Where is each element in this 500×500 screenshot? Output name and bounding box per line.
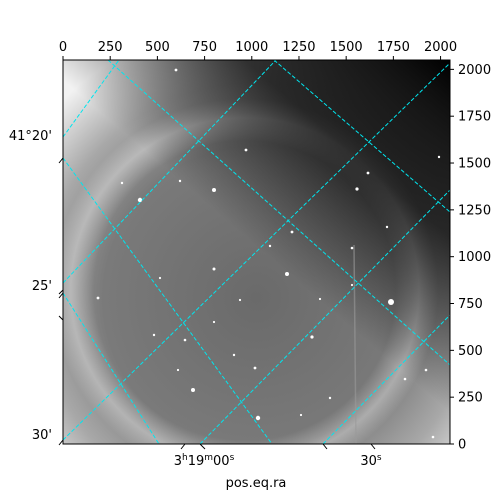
star — [152, 333, 156, 337]
detector-streak — [353, 244, 357, 444]
y-tick-label: 1750 — [458, 110, 491, 125]
star — [212, 320, 216, 324]
ra-value-text: 3 — [174, 454, 182, 469]
ra-value-text: 19 — [188, 454, 205, 469]
grid-line — [107, 60, 450, 366]
x-tick-label: 1750 — [377, 40, 410, 55]
right-pixel-axis: 0 250 500 750 1000 1250 1500 1750 2000 — [450, 63, 491, 453]
dec-tick-label: 41°20' — [9, 129, 52, 144]
ra-value-text: 00 — [213, 454, 230, 469]
x-tick-label: 250 — [98, 40, 123, 55]
star — [238, 298, 242, 302]
star — [183, 338, 187, 342]
grid-line — [322, 314, 450, 444]
star — [212, 188, 216, 192]
star — [178, 179, 182, 183]
y-tick-label: 0 — [458, 438, 466, 453]
star — [328, 396, 332, 400]
x-tick-label: 0 — [59, 40, 67, 55]
grid-line — [63, 60, 277, 284]
star — [191, 388, 195, 392]
grid-line — [273, 60, 450, 213]
x-axis-label: pos.eq.ra — [226, 476, 287, 491]
star — [424, 368, 428, 372]
x-tick-label: 1500 — [330, 40, 363, 55]
y-tick-label: 1500 — [458, 157, 491, 172]
ra-tick-label: 30s — [360, 453, 382, 469]
sky-image — [63, 60, 450, 444]
star — [255, 415, 261, 421]
x-tick-label: 750 — [192, 40, 217, 55]
star — [212, 267, 216, 271]
grid-line — [199, 189, 450, 444]
x-tick-label: 1250 — [282, 40, 315, 55]
y-tick-label: 1000 — [458, 250, 491, 265]
star — [176, 368, 180, 372]
star — [174, 68, 178, 72]
y-tick-label: 250 — [458, 391, 483, 406]
star — [232, 353, 236, 357]
y-tick-label: 500 — [458, 344, 483, 359]
y-tick-label: 2000 — [458, 63, 491, 78]
star-field — [96, 68, 441, 439]
x-tick-label: 1000 — [235, 40, 268, 55]
star — [290, 230, 294, 234]
coordinate-grid — [63, 60, 450, 444]
star — [253, 366, 257, 370]
star — [310, 335, 314, 339]
dec-tick-mark — [58, 289, 64, 295]
star — [431, 435, 435, 439]
plot-frame — [62, 59, 451, 445]
grid-line — [63, 62, 450, 441]
ra-unit-superscript: s — [377, 453, 382, 463]
star — [385, 225, 389, 229]
x-tick-label: 2000 — [424, 40, 457, 55]
ra-tick-mark — [180, 443, 186, 450]
star — [366, 171, 370, 175]
dec-tick-mark — [58, 157, 64, 164]
y-tick-label: 750 — [458, 297, 483, 312]
dec-tick-mark — [58, 439, 64, 446]
star — [137, 197, 143, 203]
ra-tick-mark — [322, 443, 328, 450]
star — [437, 155, 441, 159]
grid-line — [63, 157, 273, 444]
ra-tick-mark — [370, 443, 376, 450]
star — [268, 244, 272, 248]
left-dec-axis: 41°20' 25' 30' — [9, 129, 64, 446]
star — [244, 148, 248, 152]
star — [388, 299, 394, 305]
star — [403, 377, 407, 381]
star — [350, 246, 354, 250]
star — [318, 297, 322, 301]
ra-tick-mark — [199, 443, 206, 450]
dec-tick-label: 25' — [32, 279, 52, 294]
dec-tick-mark — [58, 315, 64, 321]
star — [355, 187, 359, 191]
grid-line — [63, 60, 120, 138]
ra-value-text: 30 — [360, 454, 377, 469]
bottom-ra-axis: 3h19m00s 30s — [174, 443, 382, 469]
x-tick-label: 500 — [145, 40, 170, 55]
dec-tick-mark — [58, 292, 64, 299]
ra-unit-superscript: s — [230, 453, 235, 463]
y-tick-label: 1250 — [458, 203, 491, 218]
star — [299, 413, 303, 417]
star — [350, 283, 354, 287]
ra-unit-superscript: m — [204, 453, 213, 463]
top-pixel-axis: 0 250 500 750 1000 1250 1500 1750 2000 — [59, 40, 457, 60]
ra-unit-superscript: h — [182, 453, 188, 463]
dec-tick-label: 30' — [32, 428, 52, 443]
star — [120, 181, 124, 185]
star — [96, 296, 100, 300]
star — [285, 272, 289, 276]
star — [158, 276, 162, 280]
ra-tick-label: 3h19m00s — [174, 453, 235, 469]
